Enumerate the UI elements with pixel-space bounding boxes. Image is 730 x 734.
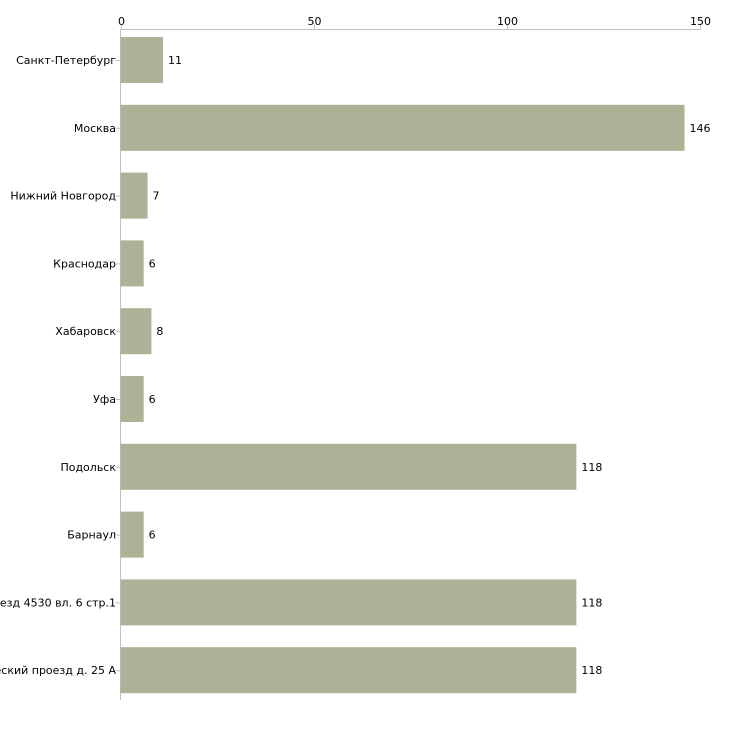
category-label: роезд 4530 вл. 6 стр.1 [0,596,116,609]
value-label: 6 [149,529,156,542]
category-label: Москва [74,122,116,135]
value-label: 8 [156,325,163,338]
bar [120,172,148,219]
bar [120,240,144,287]
bar [120,579,577,626]
value-label: 6 [149,257,156,270]
bar [120,104,685,151]
value-label: 6 [149,393,156,406]
bar [120,376,144,422]
value-label: 118 [581,596,602,609]
value-label: 146 [690,122,711,135]
category-label: Подольск [60,461,116,474]
bar [120,308,152,355]
category-label: Хабаровск [55,325,116,338]
value-label: 118 [581,664,602,677]
value-label: 11 [168,54,182,67]
bar [120,647,577,694]
category-label: Уфа [93,393,116,406]
bar [120,443,577,490]
x-tick-label: 100 [497,15,518,28]
category-label: Барнаул [67,529,116,542]
category-label: Нижний Новгород [10,190,116,203]
x-tick-label: 0 [118,15,125,28]
x-tick-label: 150 [690,15,711,28]
value-label: 7 [153,190,160,203]
bar [120,511,144,558]
category-label: Санкт-Петербург [16,54,116,67]
x-tick-label: 50 [308,15,322,28]
category-label: еский проезд д. 25 А [0,664,116,677]
value-label: 118 [581,461,602,474]
category-label: Краснодар [53,257,116,270]
bar [120,37,163,83]
